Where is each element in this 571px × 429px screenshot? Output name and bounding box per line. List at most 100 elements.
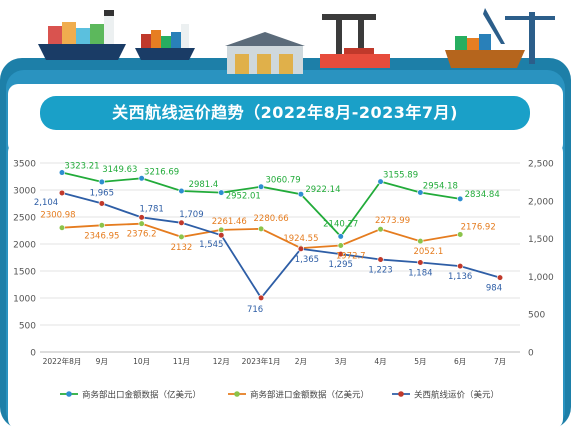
- data-label: 3323.21: [64, 162, 99, 172]
- data-point: [218, 226, 225, 233]
- chart-panel: [8, 142, 563, 429]
- data-label: 2132: [171, 243, 193, 253]
- data-label: 2952.01: [226, 192, 261, 202]
- data-label: 2140.27: [323, 219, 358, 229]
- x-tick-label: 12月: [213, 357, 230, 366]
- chart-data-labels: 3323.21 3149.63 3216.69 2981.4 2952.01 3060.7…: [34, 162, 502, 315]
- series-line: [61, 192, 501, 300]
- data-point: [98, 200, 105, 207]
- data-label: 1,295: [329, 260, 353, 270]
- data-label: 2922.14: [305, 185, 340, 195]
- data-point: [98, 178, 105, 186]
- y-right-tick-label: 1,000: [528, 273, 554, 283]
- x-tick-label: 2023年1月: [242, 356, 281, 366]
- data-point: [257, 225, 265, 232]
- y-left-tick-label: 3000: [13, 187, 36, 197]
- data-label: 2300.98: [40, 211, 75, 221]
- data-label: 2052.1: [413, 247, 443, 257]
- chart-series: [58, 169, 504, 301]
- data-label: 1,781: [139, 204, 163, 214]
- y-left-tick-label: 2000: [13, 241, 36, 251]
- data-label: 1,136: [448, 272, 472, 282]
- data-point: [297, 191, 305, 198]
- data-point: [218, 232, 225, 239]
- x-tick-label: 7月: [494, 357, 506, 366]
- legend-swatch-marker: [398, 391, 404, 397]
- data-point: [98, 222, 105, 229]
- data-label: 2280.66: [254, 214, 289, 224]
- data-label: 2954.18: [423, 181, 458, 191]
- data-label: 1,365: [295, 255, 319, 265]
- x-tick-label: 4月: [374, 357, 386, 366]
- data-label: 716: [247, 305, 263, 315]
- y-right-tick-label: 2,500: [528, 160, 554, 170]
- x-tick-label: 6月: [454, 357, 466, 366]
- y-left-tick-label: 1000: [13, 295, 36, 305]
- data-point: [457, 231, 464, 238]
- data-label: 1,184: [408, 268, 432, 278]
- data-point: [496, 274, 504, 281]
- cargo-ship-crane-icon: [445, 8, 555, 68]
- legend-label: 商务部进口金额数据（亿美元）: [250, 390, 369, 401]
- data-point: [337, 242, 344, 249]
- y-right-tick-label: 0: [528, 349, 534, 359]
- y-right-tick-label: 500: [528, 311, 545, 321]
- data-point: [377, 226, 384, 233]
- y-right-tick-label: 1,500: [528, 235, 554, 245]
- data-label: 2261.46: [212, 217, 247, 227]
- data-label: 2176.92: [461, 222, 496, 232]
- data-point: [138, 220, 145, 227]
- data-point: [178, 233, 185, 240]
- data-point: [337, 250, 344, 258]
- legend-label: 商务部出口金额数据（亿美元）: [82, 390, 201, 401]
- data-label: 3149.63: [102, 165, 137, 175]
- chart-title: 关西航线运价趋势（2022年8月-2023年7月): [112, 103, 458, 122]
- container-ship-icon: [38, 10, 126, 60]
- x-tick-label: 3月: [335, 357, 347, 366]
- y-left-tick-label: 500: [19, 322, 36, 332]
- x-tick-label: 2月: [295, 357, 307, 366]
- data-point: [58, 169, 66, 176]
- data-label: 2,104: [34, 198, 58, 208]
- y-left-tick-label: 3500: [13, 160, 36, 170]
- data-point: [138, 214, 145, 221]
- data-label: 1,709: [179, 210, 203, 220]
- legend-label: 关西航线运价（美元）: [414, 390, 499, 401]
- data-point: [417, 259, 424, 266]
- data-point: [417, 189, 424, 196]
- chart-axes: 0 500 1000 1500 2000 2500 3000 3500 0 500 1,000 1,5…: [13, 160, 554, 367]
- port-crane-icon: [320, 14, 390, 68]
- legend-swatch-marker: [66, 391, 72, 397]
- data-label: 1,545: [199, 240, 223, 250]
- data-point: [457, 195, 464, 203]
- data-point: [337, 233, 344, 240]
- x-tick-label: 9月: [96, 357, 108, 366]
- data-label: 3216.69: [144, 167, 179, 177]
- data-label: 2834.84: [465, 190, 500, 200]
- data-point: [218, 189, 225, 196]
- data-point: [377, 256, 384, 263]
- x-tick-label: 2022年8月: [43, 356, 82, 366]
- legend-swatch-marker: [234, 391, 240, 397]
- x-tick-label: 10月: [133, 357, 150, 366]
- data-label: 3155.89: [383, 171, 418, 181]
- y-left-tick-label: 0: [30, 349, 36, 359]
- data-point: [58, 189, 66, 197]
- data-point: [417, 238, 424, 245]
- data-label: 2273.99: [375, 216, 410, 226]
- data-label: 1924.55: [283, 234, 318, 244]
- data-point: [138, 175, 145, 182]
- x-tick-label: 11月: [173, 357, 190, 366]
- data-label: 3060.79: [266, 176, 301, 186]
- data-point: [178, 187, 185, 195]
- y-left-tick-label: 1500: [13, 268, 36, 278]
- chart-legend: 商务部出口金额数据（亿美元） 商务部进口金额数据（亿美元） 关西航线运价（美元）: [60, 390, 499, 401]
- data-point: [58, 224, 66, 231]
- warehouse-icon: [225, 32, 305, 74]
- data-label: 1972.7: [336, 251, 366, 261]
- data-label: 2376.2: [127, 230, 157, 240]
- data-label: 984: [486, 284, 502, 294]
- title-banner: [40, 96, 530, 130]
- data-point: [297, 245, 305, 252]
